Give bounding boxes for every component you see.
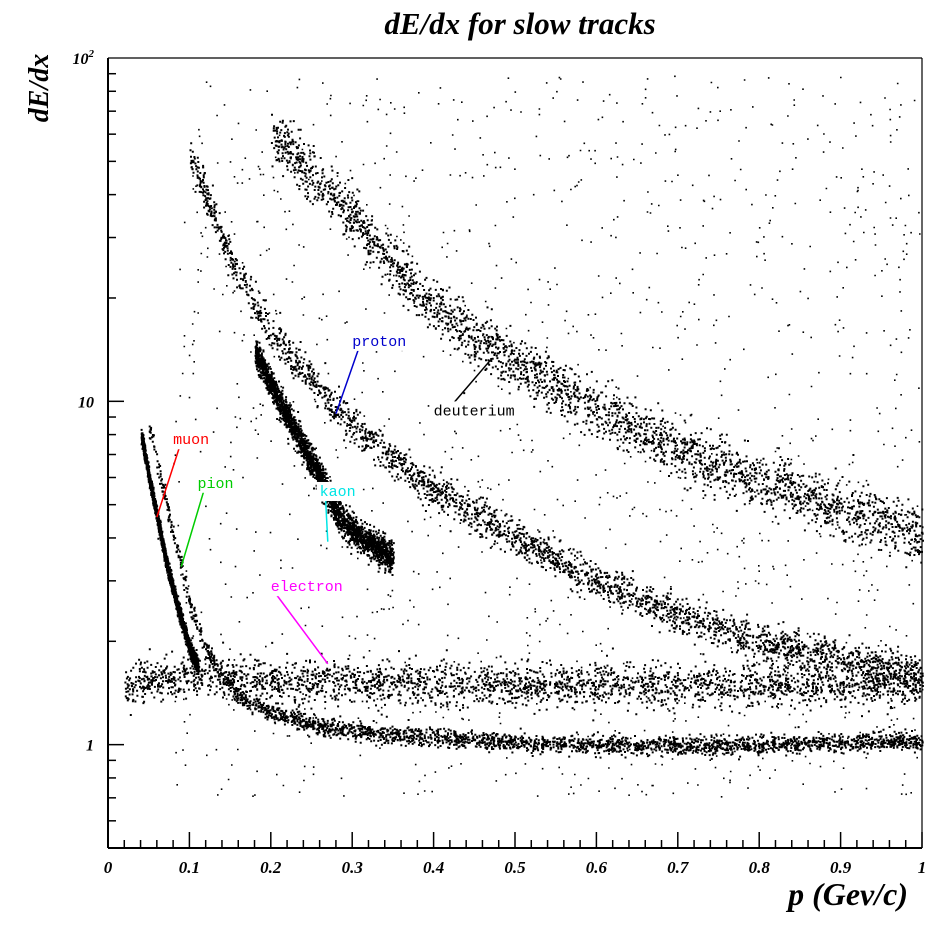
x-tick-label: 0.3 bbox=[342, 858, 364, 877]
chart-title: dE/dx for slow tracks bbox=[384, 6, 655, 41]
x-tick-label: 0.2 bbox=[260, 858, 282, 877]
x-tick-label: 0.9 bbox=[830, 858, 852, 877]
x-axis-label: p (Gev/c) bbox=[785, 876, 908, 912]
annotation-pointer-pion bbox=[180, 491, 205, 567]
annotation-bg-pion bbox=[194, 473, 237, 493]
annotation-bg-electron bbox=[267, 577, 346, 597]
annotation-pointer-kaon bbox=[324, 499, 329, 542]
annotation-pointer-proton bbox=[335, 349, 359, 415]
annotation-pointer-muon bbox=[156, 447, 180, 518]
series-band-muon bbox=[140, 428, 200, 675]
annotation-bg-deuterium bbox=[430, 401, 518, 421]
series-band-pion bbox=[148, 425, 924, 761]
plot-area: 0 0.1 0.2 0.3 0.4 0.5 0.6 0.7 0.8 0.9 1 1 10 102 muon p… bbox=[73, 48, 927, 877]
annotation-label-proton: proton bbox=[352, 334, 406, 351]
annotation-label-electron: electron bbox=[271, 579, 343, 596]
annotation-label-kaon: kaon bbox=[320, 484, 356, 501]
annotation-bg-kaon bbox=[316, 481, 359, 501]
y-tick-label: 10 bbox=[78, 394, 94, 411]
series-band-proton bbox=[189, 142, 924, 693]
x-tick-label: 1 bbox=[918, 858, 927, 877]
y-axis-label: dE/dx bbox=[24, 54, 55, 122]
y-tick-label: 1 bbox=[86, 738, 94, 755]
x-tick-label: 0.7 bbox=[667, 858, 690, 877]
series-band-electron bbox=[124, 641, 922, 722]
annotation-pointer-electron bbox=[276, 594, 329, 665]
annotation-bg-muon bbox=[170, 430, 213, 450]
annotation-label-muon: muon bbox=[173, 432, 209, 449]
x-tick-label: 0.4 bbox=[423, 858, 444, 877]
annotation-label-deuterium: deuterium bbox=[434, 403, 515, 420]
x-tick-label: 0.1 bbox=[179, 858, 200, 877]
x-tick-label: 0.6 bbox=[586, 858, 608, 877]
x-tick-label: 0 bbox=[104, 858, 113, 877]
x-tick-label: 0.8 bbox=[749, 858, 771, 877]
background-points bbox=[173, 75, 924, 798]
x-tick-label: 0.5 bbox=[504, 858, 526, 877]
y-tick-label: 102 bbox=[73, 48, 95, 68]
series-band-kaon bbox=[254, 340, 395, 576]
annotation-bg-proton bbox=[349, 331, 410, 351]
annotation-label-pion: pion bbox=[198, 476, 234, 493]
